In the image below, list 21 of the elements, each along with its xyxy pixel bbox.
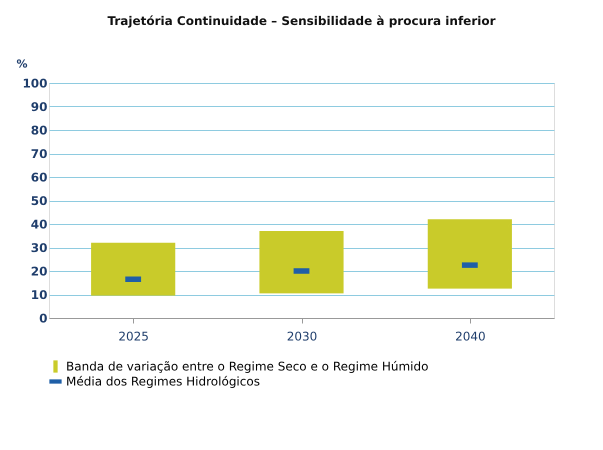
- x-tick-label: 2025: [118, 330, 149, 344]
- y-tick-label: 60: [30, 170, 48, 184]
- y-axis-title: %: [16, 58, 28, 70]
- y-tick-label: 50: [30, 194, 48, 208]
- y-tick-label: 10: [30, 288, 48, 302]
- x-tick-label: 2040: [455, 330, 486, 344]
- y-tick-label: 40: [30, 218, 48, 232]
- y-tick-label: 20: [30, 264, 48, 278]
- bar: [428, 219, 512, 289]
- y-tick-label: 70: [30, 147, 48, 161]
- y-tick-label: 100: [22, 76, 48, 90]
- x-tick-label: 2030: [286, 330, 318, 344]
- y-tick-label: 0: [39, 312, 48, 326]
- y-tick-label: 90: [30, 100, 48, 114]
- bar: [91, 242, 176, 296]
- bar: [259, 231, 344, 294]
- legend-label: Banda de variação entre o Regime Seco e o Regime Húmido: [66, 360, 428, 374]
- legend-label: Média dos Regimes Hidrológicos: [66, 374, 260, 388]
- y-tick-label: 30: [30, 241, 48, 255]
- y-tick-label: 80: [30, 124, 48, 138]
- chart-title: Trajetória Continuidade – Sensibilidade à procura inferior: [107, 14, 496, 28]
